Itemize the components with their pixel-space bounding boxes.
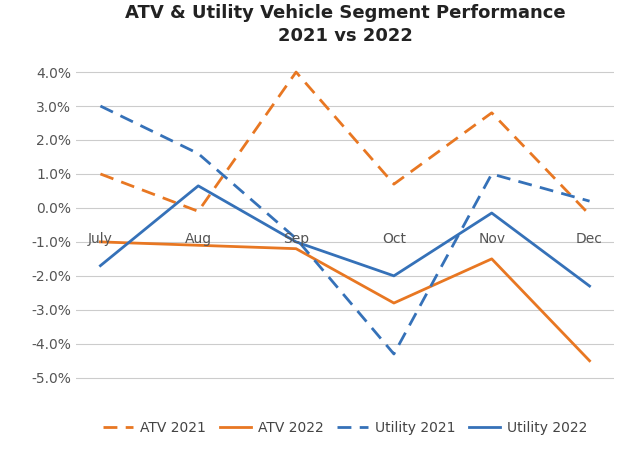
ATV 2022 bbox=[194, 242, 202, 248]
Text: Nov: Nov bbox=[478, 232, 505, 246]
ATV 2021 bbox=[292, 69, 300, 75]
Utility 2021 bbox=[97, 103, 104, 109]
Utility 2022 bbox=[488, 210, 496, 216]
ATV 2022 bbox=[97, 239, 104, 245]
Title: ATV & Utility Vehicle Segment Performance
2021 vs 2022: ATV & Utility Vehicle Segment Performanc… bbox=[125, 4, 565, 45]
Utility 2022 bbox=[586, 283, 593, 289]
Utility 2021 bbox=[194, 151, 202, 157]
Utility 2021 bbox=[586, 198, 593, 204]
ATV 2022 bbox=[292, 246, 300, 252]
Utility 2022 bbox=[194, 183, 202, 189]
ATV 2022 bbox=[586, 358, 593, 364]
Utility 2021 bbox=[488, 171, 496, 177]
Utility 2021 bbox=[292, 236, 300, 241]
Line: Utility 2021: Utility 2021 bbox=[101, 106, 589, 354]
Line: ATV 2022: ATV 2022 bbox=[101, 242, 589, 361]
ATV 2021 bbox=[488, 110, 496, 116]
Text: Oct: Oct bbox=[382, 232, 406, 246]
ATV 2021 bbox=[97, 171, 104, 177]
Utility 2022 bbox=[97, 263, 104, 269]
Utility 2022 bbox=[292, 239, 300, 245]
Line: ATV 2021: ATV 2021 bbox=[101, 72, 589, 215]
Text: Aug: Aug bbox=[185, 232, 212, 246]
Line: Utility 2022: Utility 2022 bbox=[101, 186, 589, 286]
ATV 2021 bbox=[194, 208, 202, 214]
ATV 2022 bbox=[390, 300, 398, 306]
Legend: ATV 2021, ATV 2022, Utility 2021, Utility 2022: ATV 2021, ATV 2022, Utility 2021, Utilit… bbox=[97, 415, 592, 440]
ATV 2021 bbox=[390, 181, 398, 187]
Text: July: July bbox=[88, 232, 113, 246]
ATV 2022 bbox=[488, 256, 496, 262]
Utility 2022 bbox=[390, 273, 398, 279]
ATV 2021 bbox=[586, 212, 593, 218]
Utility 2021 bbox=[390, 351, 398, 357]
Text: Dec: Dec bbox=[576, 232, 603, 246]
Text: Sep: Sep bbox=[283, 232, 309, 246]
